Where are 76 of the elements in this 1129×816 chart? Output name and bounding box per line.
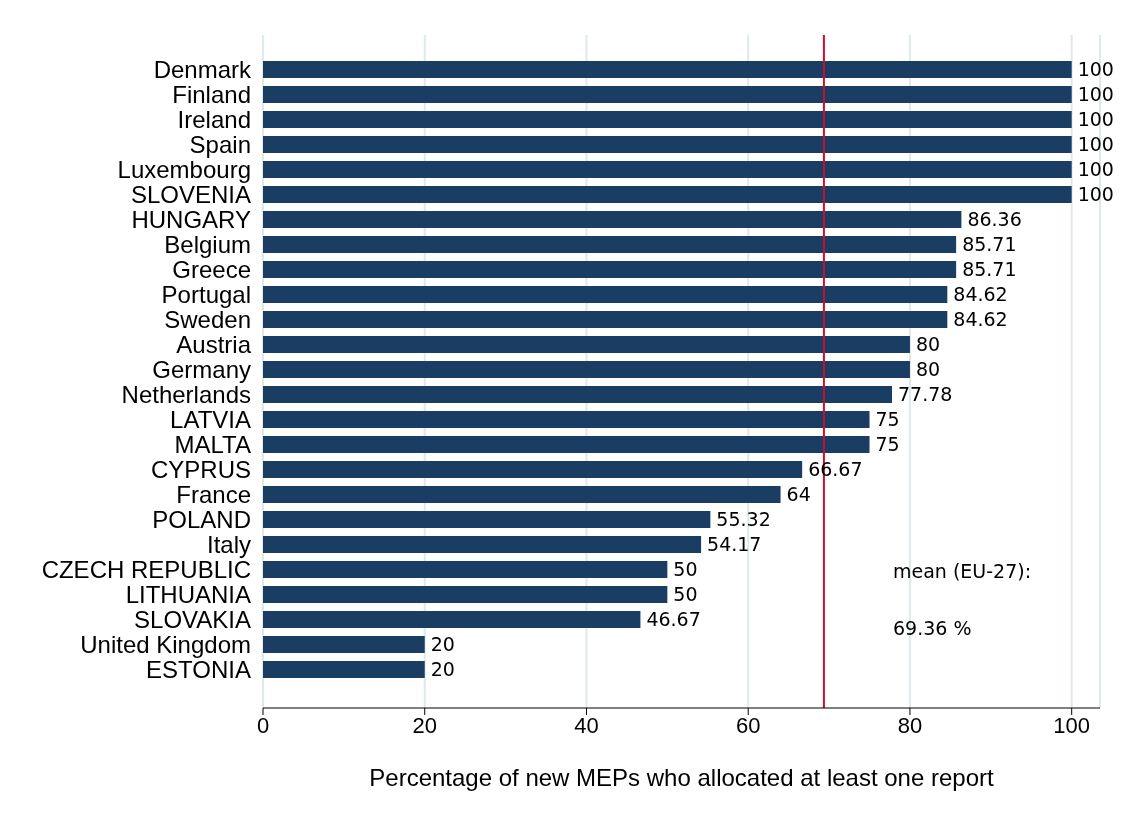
y-tick-label: SLOVAKIA [134,606,251,634]
data-label: 20 [430,633,455,656]
x-tick-label: 0 [256,712,270,738]
bar [263,361,910,378]
bar [263,261,957,278]
bar [263,211,962,228]
data-label: 84.62 [953,308,1008,331]
y-tick-label: Italy [206,531,251,559]
y-tick-label: HUNGARY [131,206,251,234]
data-label: 77.78 [898,383,953,406]
y-tick-label: Germany [152,356,251,384]
data-label: 85.71 [962,233,1017,256]
annotation: mean (EU-27): [893,560,1032,582]
data-label: 86.36 [967,208,1022,231]
y-tick-label: CYPRUS [150,456,251,484]
data-label: 80 [915,333,941,356]
bar [263,561,668,578]
bar [263,86,1072,103]
data-label: 100 [1077,133,1114,156]
bar [263,136,1072,153]
y-tick-label: France [176,481,251,509]
bar [263,311,948,328]
bar [263,411,870,428]
data-label: 64 [786,483,811,506]
y-tick-label: United Kingdom [80,631,251,659]
x-tick-label: 20 [412,712,437,738]
data-label: 46.67 [646,608,701,631]
bar [263,611,641,628]
data-label: 20 [430,658,455,681]
x-tick-label: 60 [735,712,761,738]
annotation: 69.36 % [893,617,972,639]
bar [263,511,711,528]
data-label: 100 [1077,183,1114,206]
data-label: 100 [1077,58,1114,81]
y-tick-label: Denmark [153,56,252,84]
x-tick-label: 100 [1053,712,1091,738]
bar [263,161,1072,178]
x-tick-label: 80 [897,712,923,738]
data-label: 84.62 [953,283,1008,306]
bar [263,586,668,603]
data-label: 50 [673,558,698,581]
x-tick-label: 40 [574,712,599,738]
y-tick-label: Spain [189,131,251,159]
bar [263,636,425,653]
data-label: 100 [1077,108,1114,131]
y-tick-label: Portugal [161,281,251,309]
bar [263,661,425,678]
data-label: 54.17 [707,533,762,556]
data-label: 80 [915,358,941,381]
bar [263,186,1072,203]
bar [263,486,781,503]
bar [263,386,892,403]
data-label: 75 [875,408,900,431]
y-tick-label: LITHUANIA [125,581,251,609]
bar [263,236,957,253]
y-tick-label: Finland [172,81,251,109]
data-label: 55.32 [716,508,771,531]
data-label: 85.71 [962,258,1017,281]
data-label: 100 [1077,83,1114,106]
data-label: 100 [1077,158,1114,181]
y-tick-label: Ireland [177,106,251,134]
bar [263,536,702,553]
bar [263,336,910,353]
bar [263,461,803,478]
x-axis-title: Percentage of new MEPs who allocated at least one report [369,764,995,791]
bar [263,436,870,453]
bar [263,111,1072,128]
bar [263,286,948,303]
y-tick-label: Belgium [164,231,251,259]
y-tick-label: LATVIA [170,406,251,434]
y-tick-label: POLAND [152,506,251,534]
y-tick-label: Austria [176,331,252,359]
y-tick-label: MALTA [174,431,251,459]
data-label: 50 [673,583,698,606]
bar [263,61,1072,78]
data-label: 75 [875,433,900,456]
